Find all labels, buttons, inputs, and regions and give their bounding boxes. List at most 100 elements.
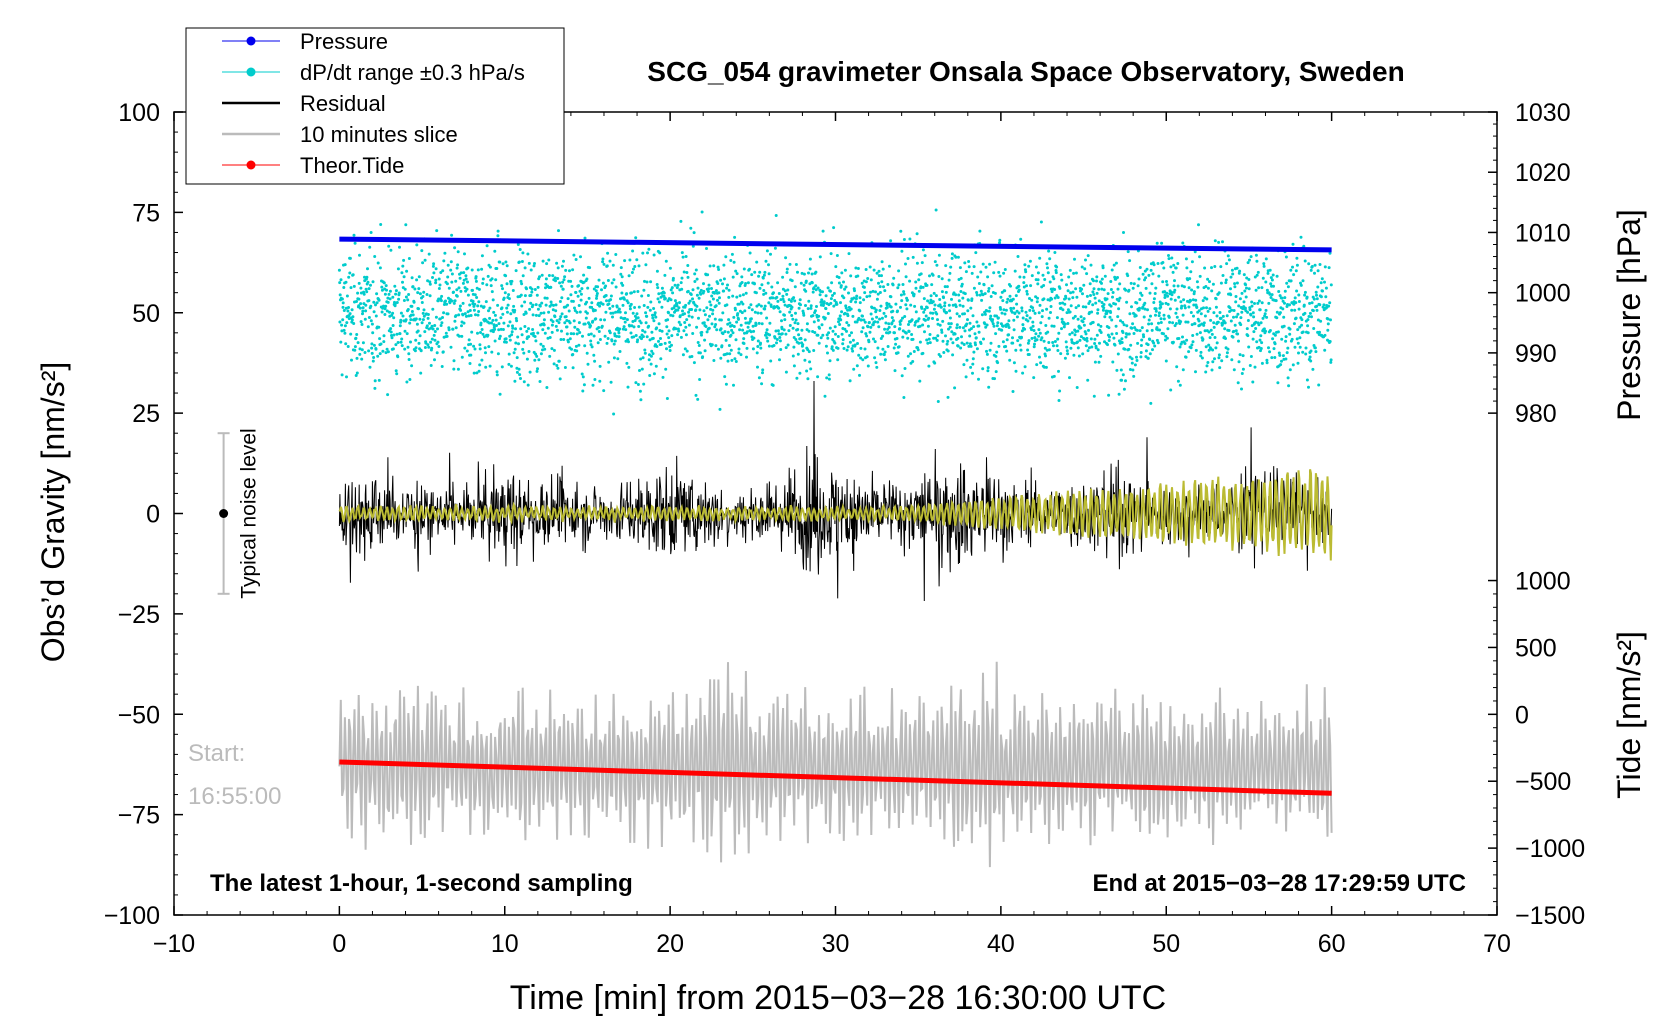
dpdt-point — [1129, 281, 1133, 285]
dpdt-point — [1025, 289, 1029, 293]
dpdt-point — [1257, 323, 1261, 327]
dpdt-point — [708, 264, 712, 268]
dpdt-point — [1002, 271, 1006, 275]
dpdt-point — [559, 284, 563, 288]
dpdt-point — [612, 356, 616, 360]
dpdt-point — [441, 316, 444, 319]
dpdt-point — [576, 328, 580, 332]
dpdt-point — [1208, 336, 1212, 340]
dpdt-point — [651, 352, 655, 356]
dpdt-point — [837, 320, 840, 324]
tide-series — [339, 759, 1332, 796]
dpdt-point — [947, 327, 950, 331]
dpdt-point — [1032, 345, 1036, 349]
dpdt-point — [386, 393, 390, 397]
dpdt-point — [1264, 280, 1268, 284]
dpdt-point — [703, 338, 707, 342]
dpdt-point — [355, 333, 359, 336]
dpdt-point — [455, 288, 459, 292]
dpdt-point — [608, 307, 612, 310]
dpdt-point — [422, 308, 426, 312]
dpdt-point — [667, 329, 671, 333]
dpdt-point — [794, 318, 798, 322]
dpdt-point — [1203, 329, 1207, 333]
dpdt-point — [1052, 324, 1056, 328]
dpdt-point — [352, 322, 356, 325]
dpdt-point — [831, 294, 834, 297]
dpdt-point — [671, 291, 675, 295]
dpdt-point — [824, 344, 828, 348]
dpdt-point — [575, 349, 579, 353]
dpdt-point — [808, 267, 812, 271]
dpdt-point — [863, 347, 867, 351]
dpdt-point — [1101, 266, 1105, 270]
dpdt-point — [950, 256, 954, 260]
dpdt-point — [476, 268, 480, 272]
dpdt-point — [589, 343, 593, 347]
dpdt-point — [776, 329, 780, 333]
y-tick-label: 0 — [146, 501, 160, 529]
dpdt-point — [521, 347, 525, 351]
dpdt-point — [1081, 320, 1085, 324]
dpdt-point — [390, 336, 394, 340]
pressure-tick-label: 980 — [1515, 400, 1557, 428]
dpdt-point — [1323, 333, 1327, 337]
dpdt-point — [742, 267, 746, 271]
dpdt-point — [998, 238, 1002, 242]
dpdt-point — [633, 306, 637, 309]
dpdt-point — [891, 283, 895, 287]
dpdt-point — [710, 343, 714, 347]
dpdt-point — [1142, 335, 1146, 339]
dpdt-point — [1198, 331, 1202, 335]
dpdt-point — [338, 320, 342, 324]
dpdt-point — [967, 260, 971, 263]
dpdt-point — [389, 248, 393, 252]
dpdt-point — [369, 283, 372, 287]
dpdt-point — [798, 371, 802, 375]
dpdt-point — [1143, 301, 1147, 305]
dpdt-point — [663, 341, 667, 345]
dpdt-point — [1206, 277, 1210, 281]
dpdt-point — [1262, 262, 1266, 266]
dpdt-point — [931, 273, 935, 277]
dpdt-point — [1012, 318, 1016, 322]
dpdt-point — [1238, 269, 1242, 273]
dpdt-point — [668, 349, 672, 352]
dpdt-point — [1085, 294, 1089, 298]
dpdt-point — [551, 308, 555, 312]
dpdt-point — [341, 301, 345, 305]
dpdt-point — [628, 307, 632, 311]
dpdt-point — [603, 318, 606, 322]
dpdt-point — [1008, 358, 1012, 362]
dpdt-point — [846, 345, 850, 349]
dpdt-point — [927, 364, 931, 368]
dpdt-point — [1210, 289, 1214, 293]
dpdt-point — [552, 348, 556, 352]
dpdt-point — [566, 303, 570, 307]
dpdt-point — [518, 373, 522, 377]
dpdt-point — [1073, 333, 1077, 337]
dpdt-point — [938, 303, 942, 307]
dpdt-point — [478, 363, 482, 367]
dpdt-point — [927, 337, 931, 341]
dpdt-point — [902, 238, 906, 241]
dpdt-point — [1047, 249, 1051, 253]
dpdt-point — [979, 342, 983, 345]
dpdt-point — [403, 287, 407, 291]
dpdt-point — [1001, 299, 1005, 303]
dpdt-point — [911, 360, 915, 363]
dpdt-point — [702, 321, 706, 325]
dpdt-point — [396, 341, 400, 344]
dpdt-point — [898, 322, 902, 326]
dpdt-point — [500, 284, 504, 288]
dpdt-point — [1002, 308, 1006, 312]
dpdt-point — [600, 288, 603, 292]
dpdt-point — [371, 280, 375, 284]
dpdt-point — [740, 275, 744, 279]
dpdt-point — [1072, 271, 1076, 275]
dpdt-point — [784, 370, 788, 374]
dpdt-point — [1187, 286, 1191, 290]
dpdt-point — [1283, 289, 1287, 293]
dpdt-point — [645, 314, 649, 318]
dpdt-point — [1202, 323, 1206, 327]
